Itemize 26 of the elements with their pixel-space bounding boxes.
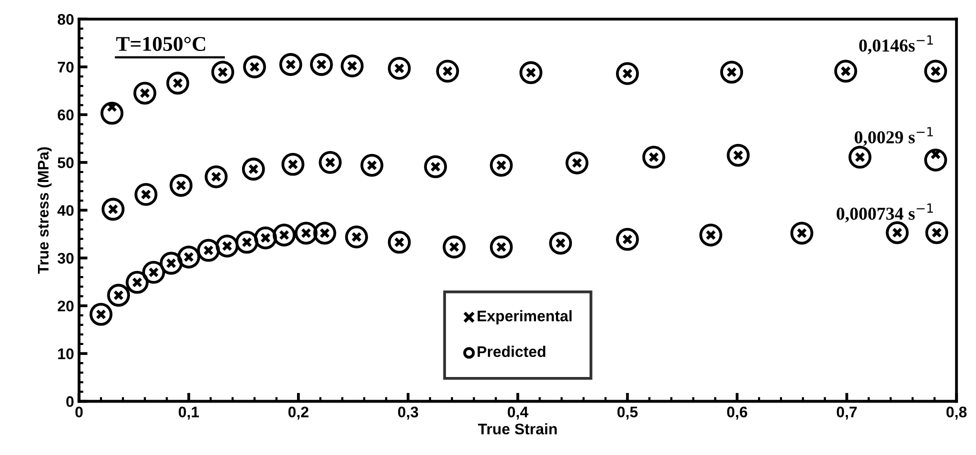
y-tick-label: 0: [66, 396, 74, 407]
x-tick-label: 0,7: [836, 406, 857, 420]
y-tick-label: 10: [58, 348, 74, 360]
y-tick-label: 20: [58, 300, 74, 312]
x-tick-label: 0,1: [178, 406, 199, 420]
x-tick-label: 0,3: [398, 406, 418, 420]
y-tick-label: 50: [58, 157, 74, 168]
y-tick-label: 70: [58, 62, 74, 73]
y-tick-label: 80: [58, 14, 74, 25]
x-tick-label: 0,4: [508, 406, 528, 420]
y-tick-label: 40: [57, 205, 74, 216]
legend-label: Experimental: [478, 310, 572, 324]
annotation: 0,0029 s$^{−1}$: [854, 127, 933, 146]
x-tick-label: 0,5: [617, 406, 638, 420]
text: T=1050°C: [116, 36, 206, 51]
y-tick-label: 30: [58, 252, 74, 264]
y-axis-title: True stress (MPa): [37, 147, 52, 274]
x-tick-label: 0,2: [288, 406, 308, 420]
legend-label: Predicted: [478, 346, 546, 358]
annotation: 0,0146s$^{−1}$: [859, 35, 933, 54]
y-tick-label: 60: [58, 110, 74, 120]
x-tick-label: 0,8: [946, 406, 967, 420]
annotation: 0,000734 s$^{−1}$: [836, 204, 933, 222]
x-tick-label: 0,6: [727, 406, 748, 420]
x-axis-title: True Strain: [478, 423, 557, 434]
x-tick-label: 0: [75, 406, 83, 418]
